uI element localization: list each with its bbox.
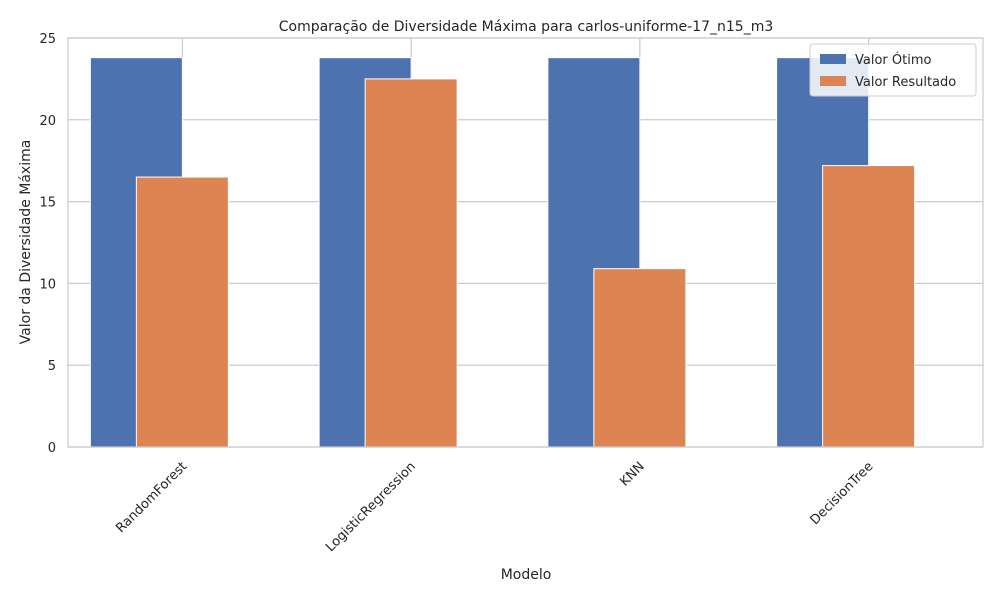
x-axis-label: Modelo	[501, 567, 552, 583]
x-tick-label: RandomForest	[113, 459, 190, 536]
legend: Valor Ótimo Valor Resultado	[809, 43, 977, 97]
legend-label: Valor Resultado	[855, 75, 956, 90]
bar-result-LogisticRegression	[364, 78, 458, 448]
legend-swatch	[820, 54, 846, 64]
x-tick-label: KNN	[617, 459, 647, 489]
bar-result-RandomForest	[135, 176, 229, 448]
legend-box	[809, 43, 977, 97]
x-tick-label: DecisionTree	[808, 459, 877, 528]
legend-label: Valor Ótimo	[855, 52, 931, 68]
bar-result-DecisionTree	[822, 165, 916, 448]
y-tick-label: 0	[48, 441, 56, 456]
y-axis-ticks: 0 5 10 15 20 25	[39, 32, 56, 456]
bar-result-KNN	[593, 268, 687, 448]
y-tick-label: 20	[39, 114, 56, 129]
y-tick-label: 15	[39, 196, 56, 211]
y-tick-label: 10	[39, 277, 56, 292]
plot-frame	[67, 37, 984, 448]
y-tick-label: 5	[48, 359, 56, 374]
chart-title: Comparação de Diversidade Máxima para ca…	[279, 19, 774, 35]
bars	[89, 57, 916, 448]
x-axis-ticks: RandomForest LogisticRegression KNN Decisio…	[113, 459, 876, 555]
y-tick-label: 25	[39, 32, 56, 47]
x-tick-label: LogisticRegression	[323, 459, 419, 555]
y-axis-label: Valor da Diversidade Máxima	[18, 140, 34, 345]
legend-swatch	[820, 76, 846, 86]
